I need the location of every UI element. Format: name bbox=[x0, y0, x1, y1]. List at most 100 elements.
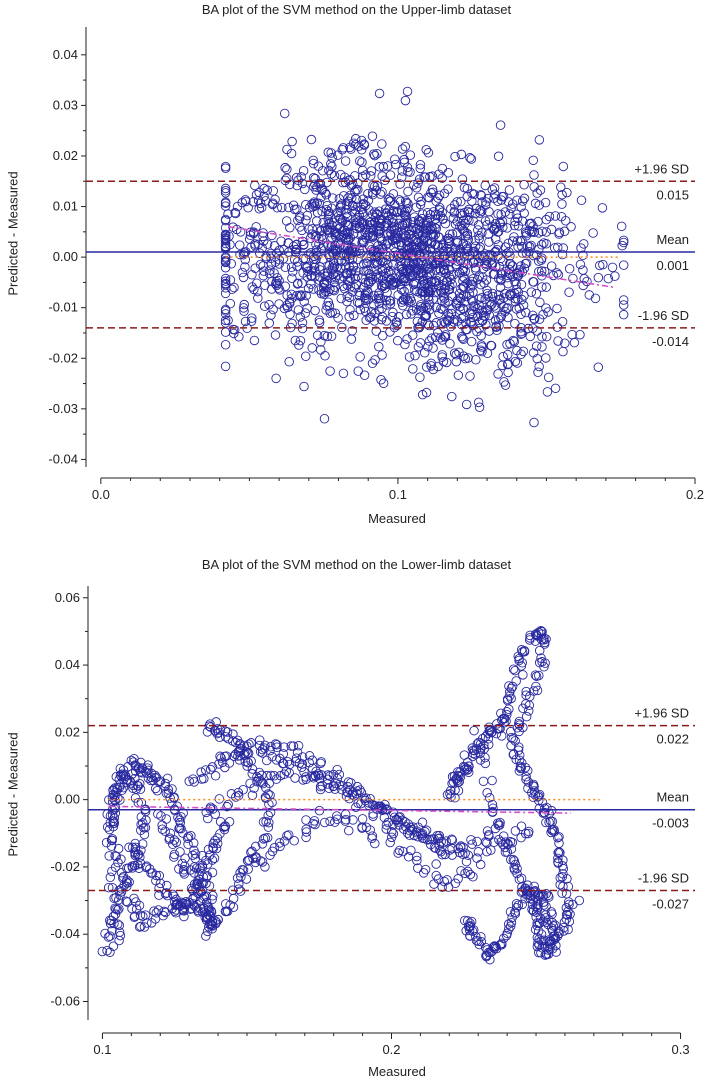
data-point bbox=[557, 249, 568, 260]
data-point bbox=[524, 826, 534, 837]
data-point bbox=[575, 259, 586, 270]
data-point bbox=[169, 849, 180, 860]
data-point bbox=[464, 215, 474, 226]
data-point bbox=[301, 832, 311, 843]
data-point bbox=[230, 737, 241, 748]
data-point bbox=[471, 265, 481, 275]
data-point bbox=[297, 290, 307, 300]
data-point bbox=[235, 249, 245, 260]
data-point bbox=[516, 758, 527, 768]
data-point bbox=[507, 236, 518, 246]
data-point bbox=[345, 305, 355, 315]
data-point bbox=[292, 290, 302, 301]
data-point bbox=[504, 290, 515, 300]
data-point bbox=[529, 417, 539, 428]
data-point bbox=[525, 630, 535, 641]
data-point bbox=[279, 836, 290, 846]
data-point bbox=[127, 842, 138, 853]
data-point bbox=[607, 262, 618, 273]
data-point bbox=[521, 774, 531, 785]
data-point bbox=[466, 336, 477, 347]
data-point bbox=[115, 770, 126, 781]
data-point bbox=[517, 196, 528, 206]
data-point bbox=[355, 352, 365, 362]
data-point bbox=[526, 240, 536, 251]
data-point bbox=[255, 198, 266, 209]
data-point bbox=[465, 283, 476, 293]
data-point bbox=[517, 328, 527, 339]
data-point bbox=[297, 236, 308, 247]
data-point bbox=[397, 144, 408, 154]
data-point bbox=[355, 785, 365, 795]
data-point bbox=[385, 837, 395, 848]
data-point bbox=[169, 835, 180, 845]
data-point bbox=[553, 853, 563, 864]
data-point bbox=[239, 248, 250, 258]
data-point bbox=[550, 920, 560, 930]
data-point bbox=[353, 798, 363, 808]
data-point bbox=[593, 362, 604, 372]
data-point bbox=[578, 265, 588, 275]
data-point bbox=[495, 120, 506, 130]
data-point bbox=[402, 296, 413, 306]
data-point bbox=[209, 853, 220, 863]
data-point bbox=[480, 180, 490, 191]
data-point bbox=[466, 295, 477, 305]
data-point bbox=[314, 198, 325, 209]
data-point bbox=[394, 218, 404, 229]
data-point bbox=[109, 893, 119, 903]
chart-title: BA plot of the SVM method on the Lower-l… bbox=[201, 557, 512, 572]
data-point bbox=[377, 187, 387, 197]
data-point bbox=[161, 814, 172, 824]
data-point bbox=[203, 904, 214, 915]
data-point bbox=[437, 207, 447, 218]
data-point bbox=[160, 826, 170, 836]
data-point bbox=[534, 200, 544, 210]
data-point bbox=[152, 785, 163, 796]
data-point bbox=[286, 289, 297, 300]
data-point bbox=[420, 311, 430, 322]
data-point bbox=[269, 770, 279, 781]
data-point bbox=[274, 254, 285, 265]
data-point bbox=[461, 324, 471, 335]
lower-loa-value-label: -0.014 bbox=[652, 334, 689, 349]
data-point bbox=[319, 287, 329, 298]
data-point bbox=[546, 805, 557, 816]
data-point bbox=[503, 278, 513, 289]
data-point bbox=[462, 228, 473, 239]
data-point bbox=[511, 903, 522, 913]
data-point bbox=[111, 771, 122, 782]
data-point bbox=[358, 194, 368, 205]
data-point bbox=[201, 915, 212, 925]
data-point bbox=[486, 845, 496, 855]
data-point bbox=[473, 936, 483, 946]
data-point bbox=[465, 371, 475, 381]
data-point bbox=[134, 922, 145, 932]
data-point bbox=[342, 280, 352, 290]
data-point bbox=[417, 833, 428, 844]
data-point bbox=[153, 809, 163, 819]
data-point bbox=[322, 271, 332, 281]
data-point bbox=[329, 285, 339, 296]
data-point bbox=[398, 295, 408, 305]
data-point bbox=[487, 288, 498, 299]
data-point bbox=[295, 312, 306, 322]
data-point bbox=[457, 333, 468, 343]
data-point bbox=[412, 855, 422, 866]
data-point bbox=[504, 209, 515, 219]
data-point bbox=[518, 346, 529, 357]
data-point bbox=[560, 338, 570, 348]
data-point bbox=[357, 245, 368, 256]
data-point bbox=[405, 293, 415, 304]
y-tick-label: -0.06 bbox=[50, 993, 80, 1008]
data-point bbox=[361, 233, 371, 243]
data-point bbox=[526, 218, 537, 229]
data-point bbox=[486, 340, 497, 351]
data-point bbox=[325, 308, 335, 318]
data-point bbox=[618, 237, 629, 248]
data-point bbox=[260, 862, 270, 872]
data-point bbox=[529, 227, 540, 237]
data-point bbox=[354, 291, 365, 301]
data-point bbox=[487, 775, 497, 786]
data-point bbox=[528, 348, 539, 358]
